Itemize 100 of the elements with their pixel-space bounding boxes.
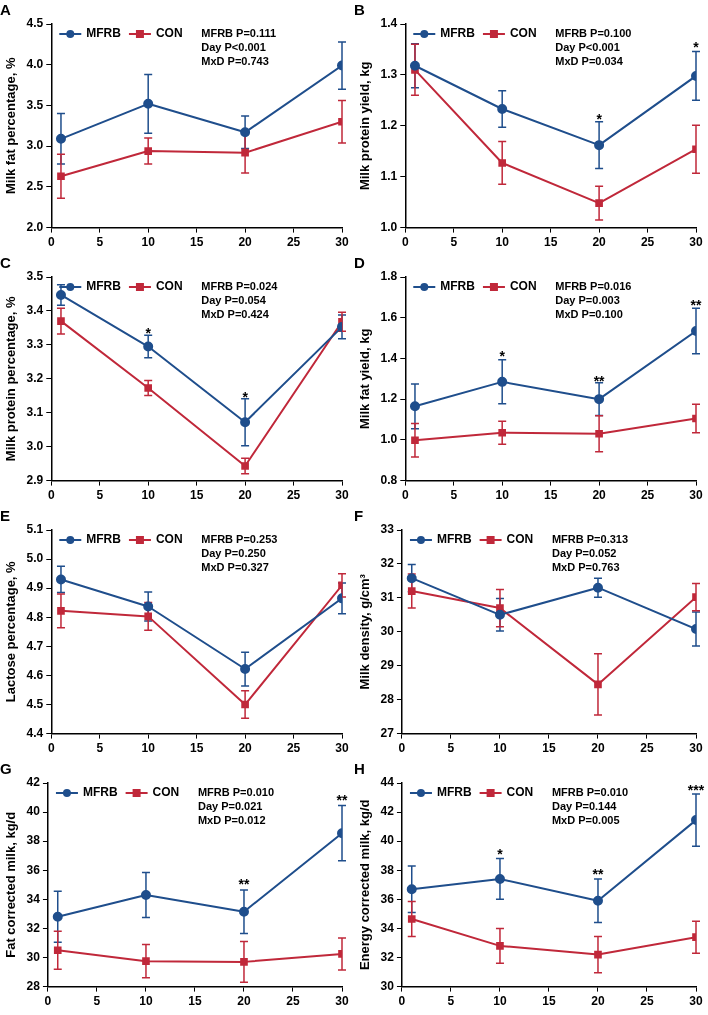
x-tick-label: 30 bbox=[689, 994, 703, 1009]
y-tick-label: 42 bbox=[380, 804, 395, 819]
chart-title: G bbox=[0, 760, 12, 778]
chart-title: D bbox=[354, 254, 365, 272]
y-tick-label: 3.4 bbox=[26, 303, 44, 318]
x-tick-label: 30 bbox=[335, 741, 349, 756]
y-tick-label: 4.5 bbox=[26, 16, 44, 31]
annotation: Day P=0.054 bbox=[201, 294, 267, 307]
annotation: MFRB P=0.253 bbox=[201, 533, 278, 546]
x-tick-label: 5 bbox=[447, 741, 455, 756]
y-tick-label: 3.0 bbox=[26, 138, 44, 153]
y-tick-label: 32 bbox=[26, 920, 41, 935]
x-tick-label: 15 bbox=[542, 741, 556, 756]
annotation: MxD P=0.034 bbox=[555, 55, 624, 68]
y-axis-title: Energy corrected milk, kg/d bbox=[357, 799, 373, 971]
legend-label: CON bbox=[155, 279, 183, 294]
x-tick-label: 0 bbox=[44, 994, 52, 1009]
legend-label: CON bbox=[509, 279, 537, 294]
x-tick-label: 10 bbox=[141, 741, 156, 756]
annotation: Day P=0.021 bbox=[197, 800, 263, 813]
y-tick-label: 4.6 bbox=[26, 667, 44, 682]
x-tick-label: 5 bbox=[96, 488, 104, 503]
x-tick-label: 15 bbox=[189, 741, 204, 756]
y-tick-label: 1.1 bbox=[380, 169, 398, 184]
y-tick-label: 3.5 bbox=[26, 269, 44, 284]
annotation: * bbox=[242, 389, 249, 406]
y-tick-label: 44 bbox=[380, 775, 395, 790]
annotation: MxD P=0.424 bbox=[201, 308, 270, 321]
y-tick-label: 5.1 bbox=[26, 522, 44, 537]
annotation: MFRB P=0.010 bbox=[197, 786, 275, 799]
y-tick-label: 42 bbox=[26, 775, 41, 790]
x-tick-label: 0 bbox=[398, 994, 406, 1009]
chart-title: B bbox=[354, 1, 365, 19]
x-tick-label: 15 bbox=[543, 488, 558, 503]
y-tick-label: 28 bbox=[380, 691, 395, 706]
y-tick-label: 38 bbox=[380, 862, 395, 877]
x-tick-label: 30 bbox=[335, 235, 349, 250]
annotation: * bbox=[499, 348, 506, 365]
y-tick-label: 32 bbox=[380, 949, 395, 964]
y-tick-label: 34 bbox=[380, 920, 395, 935]
x-tick-label: 30 bbox=[689, 488, 703, 503]
y-tick-label: 2.5 bbox=[26, 179, 44, 194]
y-tick-label: 4.0 bbox=[26, 57, 44, 72]
annotation: * bbox=[693, 39, 700, 56]
x-tick-label: 25 bbox=[640, 235, 655, 250]
y-tick-label: 1.4 bbox=[380, 350, 398, 365]
x-tick-label: 0 bbox=[47, 235, 55, 250]
y-tick-label: 1.0 bbox=[380, 432, 398, 447]
x-tick-label: 30 bbox=[335, 994, 349, 1009]
annotation: * bbox=[596, 110, 603, 127]
x-tick-label: 25 bbox=[286, 994, 300, 1009]
legend-label: MFRB bbox=[86, 26, 122, 41]
y-tick-label: 33 bbox=[380, 522, 395, 537]
annotation: *** bbox=[687, 781, 705, 798]
x-tick-label: 5 bbox=[450, 235, 458, 250]
legend-label: MFRB bbox=[86, 532, 122, 547]
x-tick-label: 5 bbox=[96, 741, 104, 756]
y-axis-title: Fat corrected milk, kg/d bbox=[3, 811, 19, 958]
y-axis-title: Milk fat yield, kg bbox=[357, 328, 373, 430]
annotation: MFRB P=0.010 bbox=[551, 786, 629, 799]
annotation: Day P=0.144 bbox=[551, 800, 618, 813]
x-tick-label: 25 bbox=[640, 488, 655, 503]
x-tick-label: 10 bbox=[493, 741, 507, 756]
y-tick-label: 3.0 bbox=[26, 438, 44, 453]
annotation: ** bbox=[592, 865, 604, 882]
y-tick-label: 4.9 bbox=[26, 580, 44, 595]
y-axis-title: Lactose percentage, % bbox=[3, 560, 19, 703]
annotation: MFRB P=0.100 bbox=[555, 27, 632, 40]
x-tick-label: 0 bbox=[47, 488, 55, 503]
annotation: MxD P=0.763 bbox=[551, 561, 620, 574]
legend-label: MFRB bbox=[436, 532, 472, 547]
x-tick-label: 15 bbox=[189, 488, 204, 503]
annotation: ** bbox=[593, 372, 606, 389]
chart-title: A bbox=[0, 1, 11, 19]
chart-title: C bbox=[0, 254, 11, 272]
x-tick-label: 15 bbox=[188, 994, 202, 1009]
annotation: Day P<0.001 bbox=[555, 41, 620, 54]
y-tick-label: 5.0 bbox=[26, 551, 44, 566]
x-tick-label: 15 bbox=[189, 235, 204, 250]
y-tick-label: 30 bbox=[380, 624, 395, 639]
y-tick-label: 31 bbox=[380, 590, 395, 605]
annotation: MxD P=0.005 bbox=[551, 814, 620, 827]
y-tick-label: 36 bbox=[380, 891, 395, 906]
x-tick-label: 0 bbox=[47, 741, 55, 756]
y-axis-title: Milk density, g/cm³ bbox=[357, 573, 373, 690]
y-tick-label: 34 bbox=[26, 891, 41, 906]
legend-label: MFRB bbox=[86, 279, 122, 294]
y-tick-label: 2.0 bbox=[26, 219, 44, 234]
legend-label: MFRB bbox=[440, 26, 476, 41]
legend-label: MFRB bbox=[436, 785, 472, 800]
y-tick-label: 4.4 bbox=[26, 725, 44, 740]
x-tick-label: 0 bbox=[398, 741, 406, 756]
legend-label: CON bbox=[152, 785, 180, 800]
y-tick-label: 40 bbox=[380, 833, 395, 848]
annotation: ** bbox=[336, 791, 348, 808]
y-tick-label: 1.6 bbox=[380, 310, 398, 325]
x-tick-label: 25 bbox=[286, 235, 301, 250]
x-tick-label: 10 bbox=[141, 235, 156, 250]
y-tick-label: 1.8 bbox=[380, 269, 398, 284]
y-tick-label: 0.8 bbox=[380, 472, 398, 487]
